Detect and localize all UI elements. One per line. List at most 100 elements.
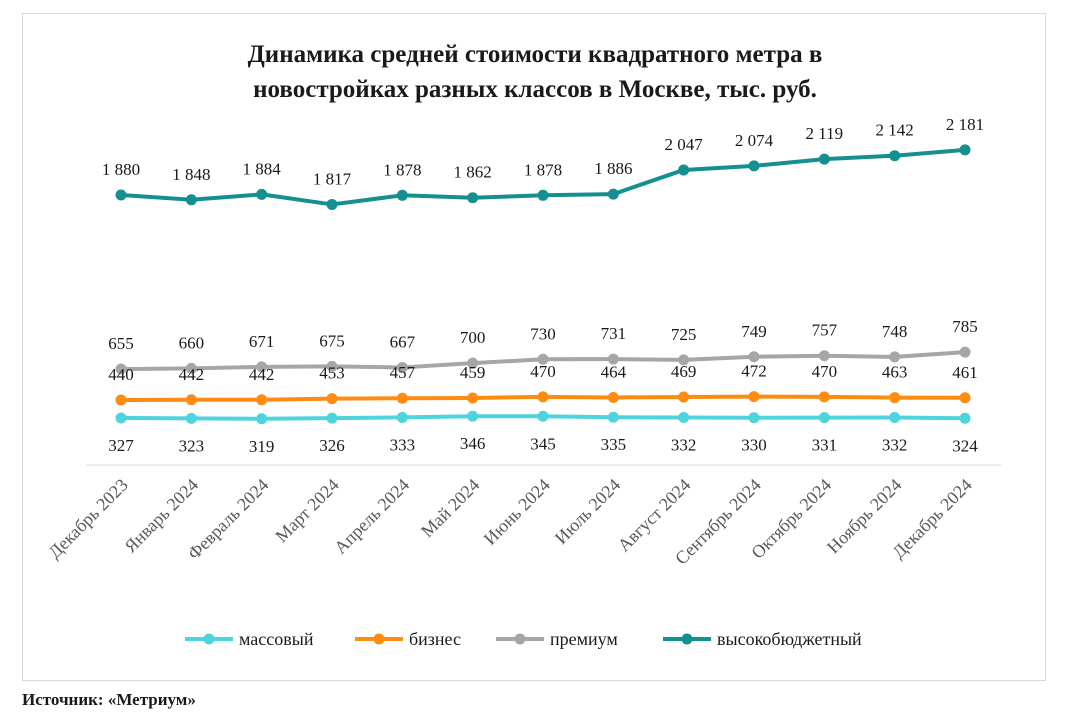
data-point-massovyi — [256, 413, 268, 425]
data-point-premium — [818, 350, 830, 362]
data-point-massovyi — [678, 412, 690, 424]
data-label-vysokobyudzhetnyi: 1 862 — [454, 163, 492, 182]
data-point-massovyi — [959, 412, 971, 424]
source-note: Источник: «Метриум» — [22, 690, 196, 709]
data-point-premium — [326, 360, 338, 372]
legend-marker — [681, 633, 693, 645]
data-label-massovyi: 324 — [952, 436, 978, 455]
data-label-biznes: 457 — [390, 363, 416, 382]
data-point-biznes — [889, 392, 901, 404]
data-point-massovyi — [326, 412, 338, 424]
data-label-premium: 757 — [812, 321, 838, 340]
data-label-vysokobyudzhetnyi: 2 047 — [665, 135, 704, 154]
data-label-massovyi: 323 — [179, 436, 205, 455]
data-point-vysokobyudzhetnyi — [185, 194, 197, 206]
chart-frame: Динамика средней стоимости квадратного м… — [22, 13, 1046, 681]
data-point-vysokobyudzhetnyi — [607, 188, 619, 200]
data-point-premium — [115, 363, 127, 375]
legend-item: высокобюджетный — [663, 629, 862, 649]
data-label-premium: 700 — [460, 328, 486, 347]
data-label-massovyi: 332 — [882, 436, 908, 455]
series-layer — [115, 144, 971, 425]
data-label-vysokobyudzhetnyi: 2 119 — [806, 124, 844, 143]
data-label-biznes: 459 — [460, 363, 486, 382]
legend-label: бизнес — [409, 629, 461, 649]
data-label-biznes: 461 — [952, 363, 978, 382]
data-label-massovyi: 345 — [530, 434, 556, 453]
legend-label: высокобюджетный — [717, 629, 862, 649]
data-point-biznes — [748, 391, 760, 403]
data-label-biznes: 472 — [741, 362, 767, 381]
data-point-premium — [678, 354, 690, 366]
data-label-vysokobyudzhetnyi: 2 074 — [735, 131, 774, 150]
line-chart: Динамика средней стоимости квадратного м… — [44, 41, 1001, 649]
data-point-premium — [185, 362, 197, 374]
data-label-massovyi: 332 — [671, 436, 697, 455]
data-point-massovyi — [537, 410, 549, 422]
data-label-massovyi: 331 — [812, 436, 838, 455]
legend-label: премиум — [550, 629, 618, 649]
data-point-biznes — [185, 394, 197, 406]
data-point-premium — [537, 353, 549, 365]
data-point-vysokobyudzhetnyi — [326, 198, 338, 210]
chart-title-line-2: новостройках разных классов в Москве, ты… — [253, 76, 817, 103]
data-label-premium: 660 — [179, 333, 205, 352]
data-point-biznes — [396, 392, 408, 404]
data-label-vysokobyudzhetnyi: 1 848 — [172, 165, 210, 184]
data-labels: 327 323 319 326 333 346 345 335 332 330 331 332 324 4… — [102, 115, 984, 456]
data-label-massovyi: 346 — [460, 434, 486, 453]
data-point-massovyi — [748, 412, 760, 424]
data-point-premium — [396, 361, 408, 373]
legend-label: массовый — [239, 629, 314, 649]
legend-marker — [373, 633, 385, 645]
data-label-vysokobyudzhetnyi: 1 886 — [594, 159, 632, 178]
data-point-vysokobyudzhetnyi — [115, 189, 127, 201]
data-label-massovyi: 330 — [741, 436, 767, 455]
data-point-biznes — [115, 394, 127, 406]
series-massovyi — [115, 410, 971, 425]
data-label-premium: 675 — [319, 331, 345, 350]
data-label-premium: 731 — [601, 324, 627, 343]
data-point-biznes — [678, 391, 690, 403]
data-label-biznes: 442 — [249, 365, 275, 384]
data-label-vysokobyudzhetnyi: 1 884 — [243, 159, 282, 178]
data-point-biznes — [256, 394, 268, 406]
x-tick-label: Апрель 2024 — [330, 475, 413, 558]
data-point-biznes — [818, 391, 830, 403]
data-label-biznes: 470 — [812, 362, 838, 381]
x-tick-label: Декабрь 2023 — [44, 475, 132, 563]
data-point-premium — [959, 346, 971, 358]
data-label-biznes: 463 — [882, 363, 908, 382]
data-label-premium: 785 — [952, 317, 978, 336]
data-label-massovyi: 333 — [390, 435, 416, 454]
data-label-premium: 749 — [741, 322, 767, 341]
series-premium — [115, 346, 971, 375]
data-label-premium: 667 — [390, 332, 416, 351]
data-point-premium — [256, 361, 268, 373]
data-label-vysokobyudzhetnyi: 1 878 — [383, 160, 421, 179]
data-label-biznes: 442 — [179, 365, 205, 384]
data-label-vysokobyudzhetnyi: 2 181 — [946, 115, 984, 134]
legend-item: массовый — [185, 629, 314, 649]
data-point-massovyi — [818, 412, 830, 424]
data-point-massovyi — [889, 412, 901, 424]
data-point-vysokobyudzhetnyi — [537, 189, 549, 201]
data-point-vysokobyudzhetnyi — [959, 144, 971, 156]
legend-marker — [203, 633, 215, 645]
data-label-biznes: 440 — [108, 365, 134, 384]
x-tick-label: Март 2024 — [271, 475, 343, 547]
data-point-biznes — [467, 392, 479, 404]
data-point-premium — [607, 353, 619, 365]
chart-title-line-1: Динамика средней стоимости квадратного м… — [248, 41, 823, 68]
legend-item: премиум — [496, 629, 618, 649]
data-point-massovyi — [467, 410, 479, 422]
data-point-vysokobyudzhetnyi — [256, 188, 268, 200]
data-point-premium — [748, 351, 760, 363]
legend-item: бизнес — [355, 629, 461, 649]
data-label-massovyi: 326 — [319, 436, 345, 455]
data-point-premium — [889, 351, 901, 363]
data-point-vysokobyudzhetnyi — [748, 160, 760, 172]
data-label-massovyi: 319 — [249, 437, 275, 456]
data-point-biznes — [607, 391, 619, 403]
